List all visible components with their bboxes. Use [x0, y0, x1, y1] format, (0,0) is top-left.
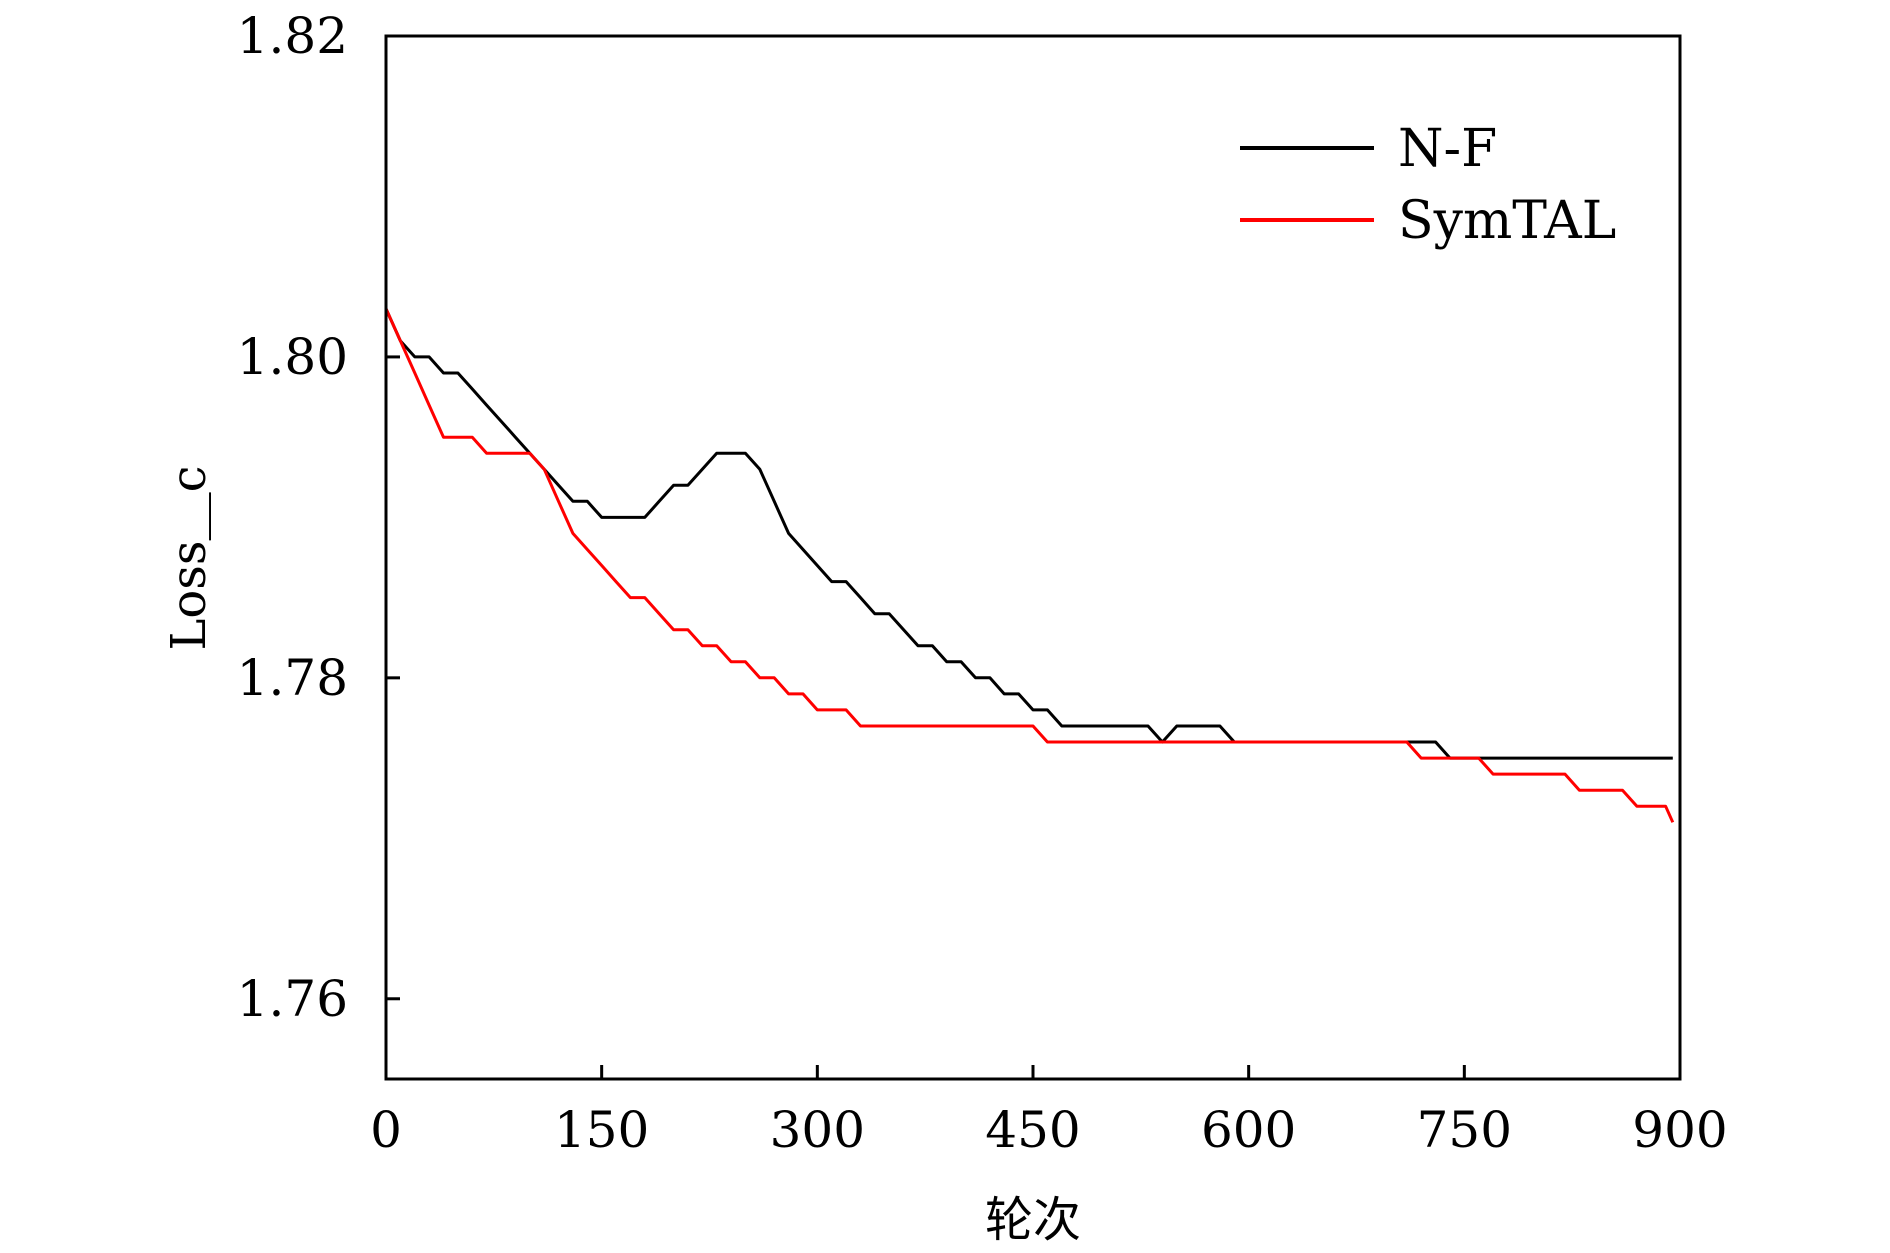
y-tick-label: 1.78	[237, 649, 348, 707]
y-tick-label: 1.82	[237, 7, 348, 65]
legend: N-F SymTAL	[1240, 119, 1616, 251]
x-axis: 0 150 300 450 600 750 900	[370, 1065, 1728, 1159]
x-tick-label: 450	[985, 1101, 1080, 1159]
series-line-symtal	[384, 308, 1675, 823]
x-tick-label: 300	[770, 1101, 865, 1159]
y-axis: 1.76 1.78 1.80 1.82	[237, 7, 400, 1028]
x-tick-label: 600	[1201, 1101, 1296, 1159]
y-axis-title: Loss＿c	[161, 466, 217, 651]
y-tick-label: 1.80	[237, 328, 348, 386]
x-tick-label: 750	[1417, 1101, 1512, 1159]
x-tick-label: 0	[370, 1101, 402, 1159]
legend-label-nf: N-F	[1398, 119, 1497, 179]
x-tick-label: 900	[1632, 1101, 1727, 1159]
y-tick-label: 1.76	[237, 970, 348, 1028]
legend-label-symtal: SymTAL	[1398, 191, 1616, 251]
x-axis-title: 轮次	[985, 1192, 1081, 1248]
x-tick-label: 150	[554, 1101, 649, 1159]
series-layer	[384, 308, 1675, 823]
series-line-n-f	[384, 308, 1673, 760]
